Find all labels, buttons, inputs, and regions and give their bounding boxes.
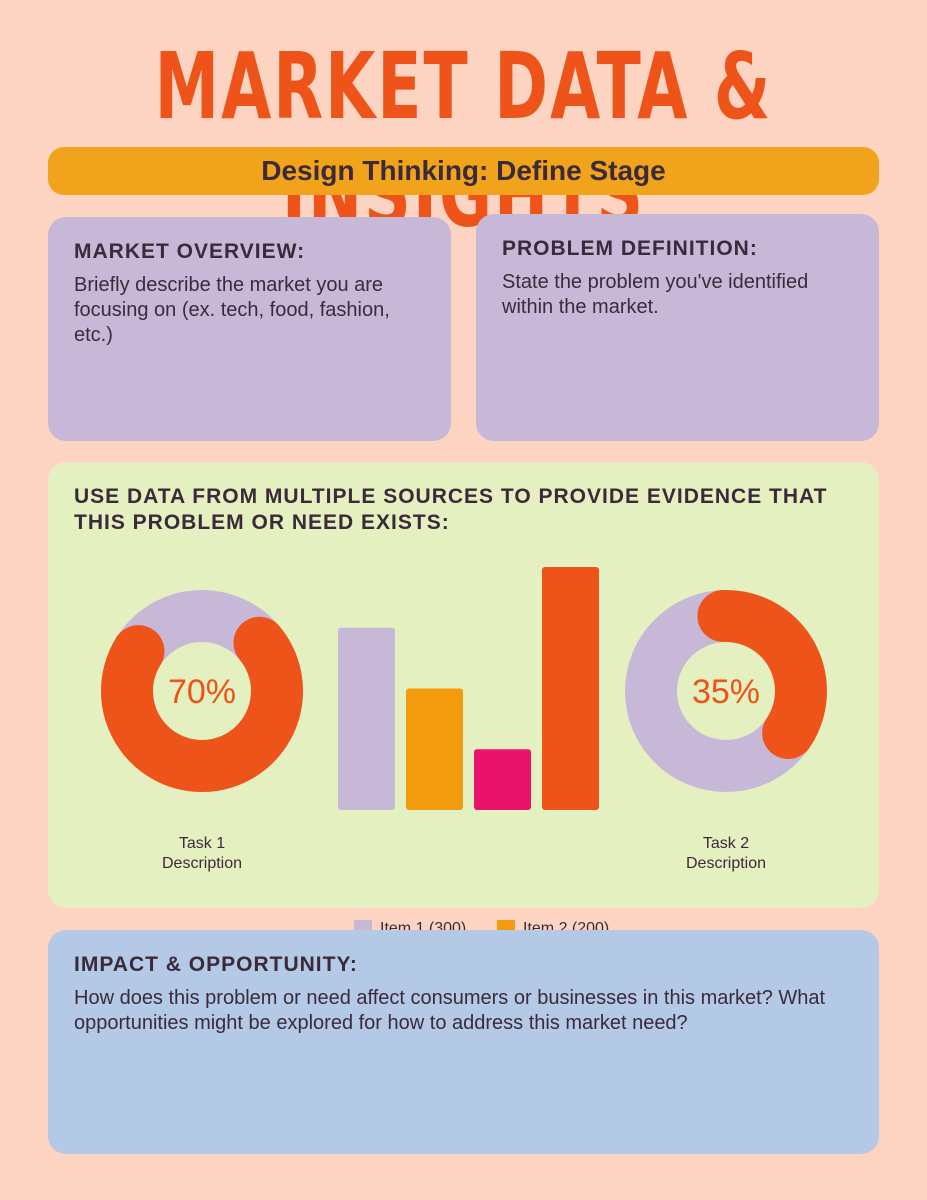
evidence-card: USE DATA FROM MULTIPLE SOURCES TO PROVID… [48, 462, 879, 965]
donut-1-value: 70% [168, 673, 236, 711]
impact-opportunity-heading: IMPACT & OPPORTUNITY: [74, 953, 358, 976]
impact-opportunity-card: IMPACT & OPPORTUNITY: How does this prob… [48, 930, 879, 1154]
bar-2 [406, 688, 463, 810]
bar-3 [474, 749, 531, 810]
impact-opportunity-body: How does this problem or need affect con… [74, 987, 826, 1034]
donut-1-caption: Task 1 Description [161, 835, 243, 872]
market-overview-body: Briefly describe the market you are focu… [74, 274, 390, 346]
donut-2-caption: Task 2 Description [685, 835, 767, 872]
market-overview-heading: MARKET OVERVIEW: [74, 240, 306, 263]
donut-1-arc [101, 590, 303, 792]
subtitle-banner: Design Thinking: Define Stage [48, 147, 879, 195]
problem-definition-card: PROBLEM DEFINITION: State the problem yo… [476, 214, 879, 441]
donut-2-arc [625, 590, 827, 792]
evidence-charts: 70% 35% [101, 567, 827, 810]
problem-definition-heading: PROBLEM DEFINITION: [502, 237, 758, 260]
donut-2-value: 35% [692, 673, 760, 711]
problem-definition-body: State the problem you've identified with… [502, 271, 809, 318]
evidence-heading: USE DATA FROM MULTIPLE SOURCES TO PROVID… [74, 485, 828, 534]
market-overview-card: MARKET OVERVIEW: Briefly describe the ma… [48, 217, 451, 441]
bar-4 [542, 567, 599, 810]
bar-1 [338, 627, 395, 810]
